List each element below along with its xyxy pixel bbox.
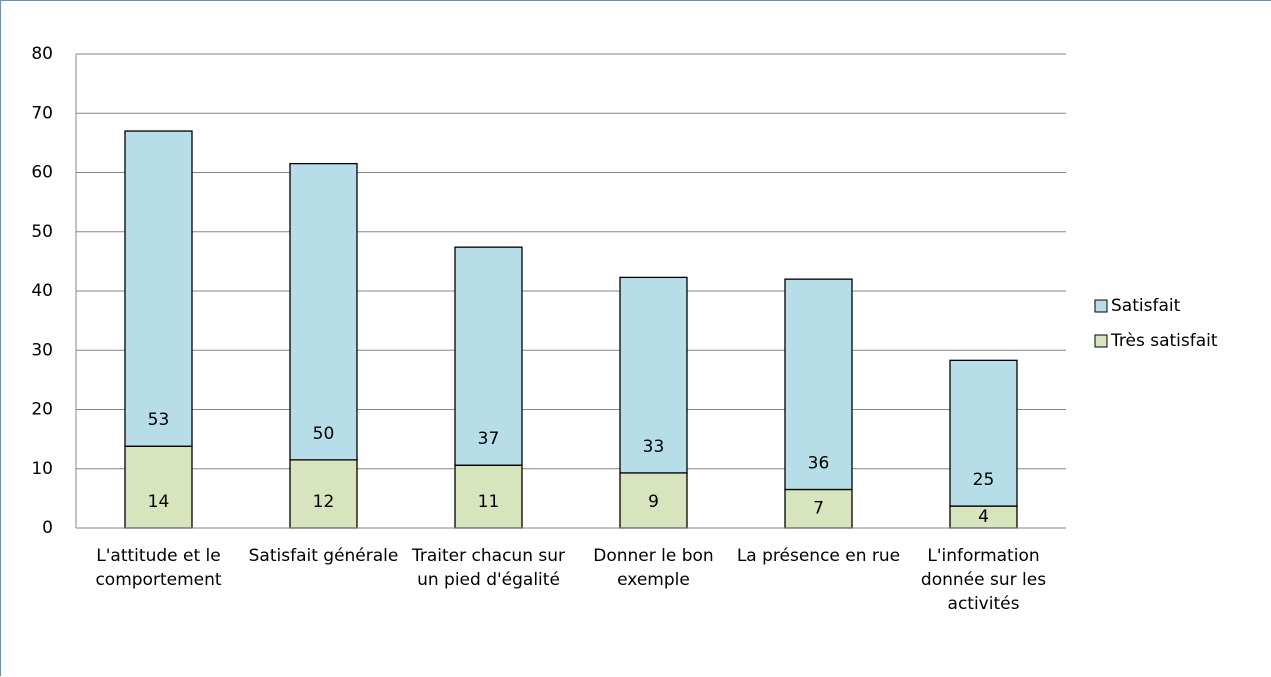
y-tick-label: 30 [31, 340, 53, 360]
bar-segment [124, 130, 193, 447]
legend-label: Satisfait [1111, 296, 1181, 316]
y-tick-label: 10 [31, 459, 53, 479]
bar-segment [454, 464, 523, 529]
data-label: 25 [973, 470, 995, 490]
x-tick-label: La présence en rue [736, 546, 901, 566]
bar-segment [619, 276, 688, 474]
x-tick-label: L'attitude et le comportement [95, 546, 222, 590]
data-label: 36 [808, 453, 830, 473]
data-label: 9 [648, 492, 659, 512]
x-tick-label: Donner le bon exemple [593, 546, 714, 590]
bar-segment [289, 459, 358, 529]
y-tick-label: 0 [42, 518, 53, 538]
bar-segment [784, 278, 853, 491]
data-label: 50 [313, 424, 335, 444]
bar-segment [949, 359, 1018, 507]
data-label: 14 [148, 492, 170, 512]
legend-swatch [1094, 334, 1108, 348]
data-label: 11 [478, 492, 500, 512]
bar-segment [124, 445, 193, 529]
data-label: 7 [813, 499, 824, 519]
y-tick-label: 40 [31, 281, 53, 301]
x-tick-label: Traiter chacun sur un pied d'égalité [412, 546, 565, 590]
bar-segment [619, 472, 688, 529]
data-label: 4 [978, 507, 989, 527]
legend-swatch [1094, 299, 1108, 313]
data-label: 33 [643, 437, 665, 457]
y-tick-label: 70 [31, 103, 53, 123]
data-label: 12 [313, 492, 335, 512]
x-tick-label: L'information donnée sur les activités [920, 546, 1047, 614]
bar-segment [454, 246, 523, 466]
y-tick-label: 80 [31, 44, 53, 64]
y-tick-label: 50 [31, 222, 53, 242]
legend-label: Très satisfait [1110, 331, 1218, 351]
data-label: 53 [148, 410, 170, 430]
x-tick-label: Satisfait générale [248, 546, 399, 566]
y-tick-label: 20 [31, 400, 53, 420]
y-tick-label: 60 [31, 163, 53, 183]
data-label: 37 [478, 429, 500, 449]
bar-segment [289, 162, 358, 461]
